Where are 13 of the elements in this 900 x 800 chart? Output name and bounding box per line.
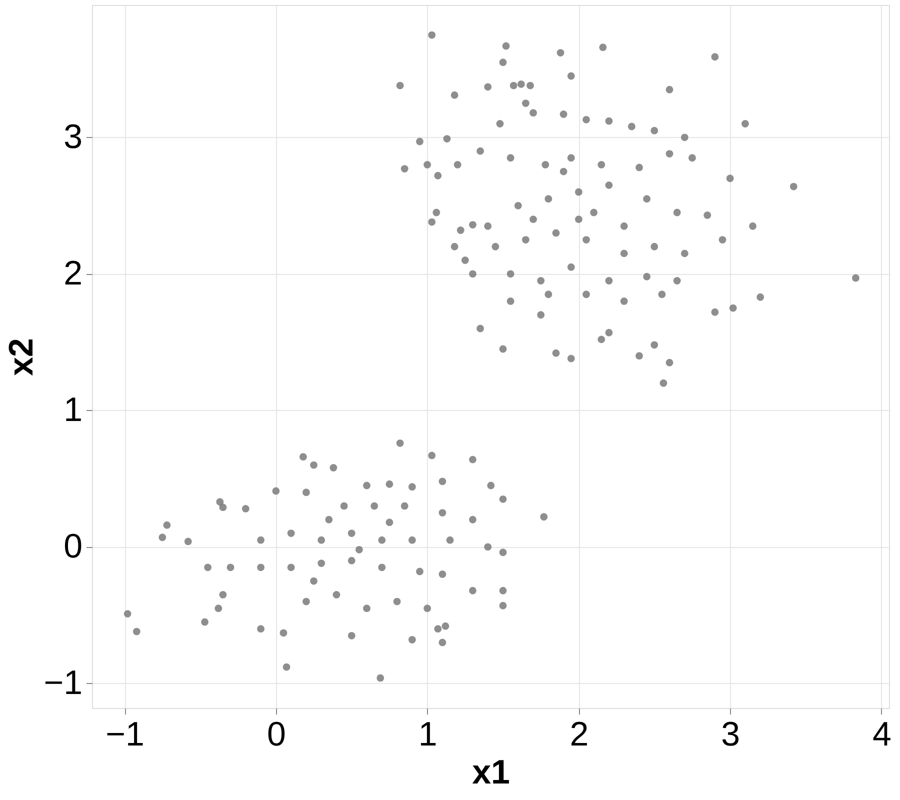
y-tick-label: 3: [64, 118, 82, 156]
x-tick-label: 4: [872, 716, 892, 754]
x-axis-title: x1: [472, 754, 510, 792]
y-tick-label: 2: [64, 254, 82, 292]
x-tick-label: 0: [266, 716, 286, 754]
x-tick-label: 3: [721, 716, 740, 754]
y-tick-label: 0: [64, 527, 82, 566]
y-tick-label: 1: [64, 390, 82, 429]
y-axis-title: x2: [2, 338, 41, 376]
x-tick-label: 2: [570, 716, 589, 754]
y-tick-label: −1: [44, 664, 82, 702]
x-tick-label: 1: [418, 716, 438, 754]
x-tick-label: −1: [106, 716, 144, 754]
